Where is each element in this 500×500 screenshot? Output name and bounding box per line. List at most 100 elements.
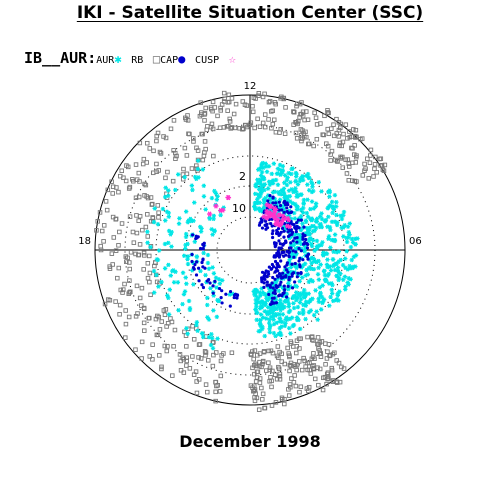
aur-point	[175, 172, 181, 177]
rb-point	[256, 91, 262, 96]
cap-point	[277, 239, 281, 243]
rb-point	[266, 360, 271, 365]
hour-label-top: 12	[244, 81, 257, 92]
aur-point	[195, 328, 200, 334]
aur-point	[164, 209, 170, 215]
aur-point	[300, 174, 306, 179]
aur-point	[269, 171, 274, 177]
rb-point	[161, 134, 166, 139]
aur-point	[186, 298, 192, 304]
cap-point	[200, 260, 204, 265]
rb-point	[181, 370, 187, 375]
aur-point	[309, 260, 314, 266]
rb-point	[279, 359, 285, 364]
cap-point	[232, 295, 236, 300]
cap-point	[270, 224, 274, 228]
cap-point	[190, 233, 195, 237]
aur-point	[286, 170, 291, 176]
rb-point	[305, 360, 310, 366]
rb-point	[266, 117, 271, 122]
rb-point	[180, 355, 185, 361]
rb-point	[353, 127, 359, 133]
rb-point	[141, 250, 147, 256]
aur-point	[298, 214, 304, 219]
rb-point	[367, 160, 373, 165]
cap-point	[265, 280, 269, 284]
cap-point	[271, 275, 275, 280]
rb-point	[180, 172, 186, 177]
rb-point	[350, 160, 355, 166]
rb-point	[309, 335, 315, 340]
aur-point	[278, 307, 283, 313]
rb-point	[145, 212, 150, 217]
aur-point	[334, 204, 339, 209]
rb-point	[287, 382, 293, 387]
aur-point	[267, 329, 273, 335]
rb-point	[292, 109, 297, 115]
rb-point	[147, 146, 153, 151]
rb-point	[190, 323, 195, 329]
cap-point	[270, 232, 275, 236]
rb-point	[326, 110, 331, 116]
aur-point	[187, 306, 193, 311]
rb-point	[301, 131, 307, 136]
cap-point	[264, 269, 268, 273]
aur-point	[185, 256, 190, 262]
rb-point	[301, 355, 306, 361]
aur-point	[261, 176, 267, 182]
aur-point	[282, 173, 288, 178]
cap-point	[257, 223, 262, 227]
cap-point	[201, 242, 205, 247]
cap-point	[282, 235, 286, 239]
aur-point	[169, 229, 174, 235]
cap-point	[274, 269, 278, 273]
cap-point	[267, 283, 271, 287]
rb-point	[311, 143, 316, 149]
rb-point	[251, 356, 256, 362]
cap-point	[190, 259, 194, 264]
aur-point	[336, 259, 341, 264]
aur-point	[184, 281, 189, 286]
rb-point	[329, 365, 334, 371]
cap-point	[304, 237, 308, 242]
rb-point	[221, 90, 227, 96]
aur-point	[316, 299, 322, 304]
rb-point	[151, 148, 156, 154]
cap-point	[282, 242, 286, 246]
rb-point	[156, 353, 162, 358]
cap-point	[297, 246, 301, 251]
aur-point	[316, 179, 321, 185]
rb-point	[204, 127, 210, 133]
aur-point	[264, 164, 269, 169]
aur-point	[275, 171, 281, 176]
rb-point	[198, 100, 203, 105]
cap-point	[278, 283, 282, 287]
rb-point	[123, 335, 128, 340]
rb-point	[225, 108, 230, 113]
aur-point	[206, 266, 212, 271]
chart-labels: 12 18 06 10 2	[78, 81, 421, 247]
aur-point	[257, 306, 263, 311]
aur-point	[257, 200, 263, 205]
rb-point	[381, 168, 387, 174]
aur-point	[279, 302, 285, 308]
cap-point	[284, 274, 288, 278]
aur-point	[159, 279, 164, 285]
rb-point	[373, 154, 378, 160]
rb-point	[215, 113, 220, 119]
aur-point	[279, 324, 284, 329]
rb-point	[293, 383, 299, 389]
rb-point	[117, 312, 122, 317]
rb-point	[117, 229, 122, 235]
rb-point	[326, 131, 332, 137]
rb-point	[314, 122, 320, 127]
rb-point	[287, 368, 292, 374]
rb-point	[146, 315, 152, 321]
cap-point	[293, 280, 297, 284]
cusp-point	[207, 211, 213, 217]
aur-point	[290, 201, 295, 206]
rb-point	[133, 162, 139, 167]
rb-point	[174, 153, 179, 159]
rb-point	[267, 367, 272, 373]
cap-point	[286, 234, 291, 239]
